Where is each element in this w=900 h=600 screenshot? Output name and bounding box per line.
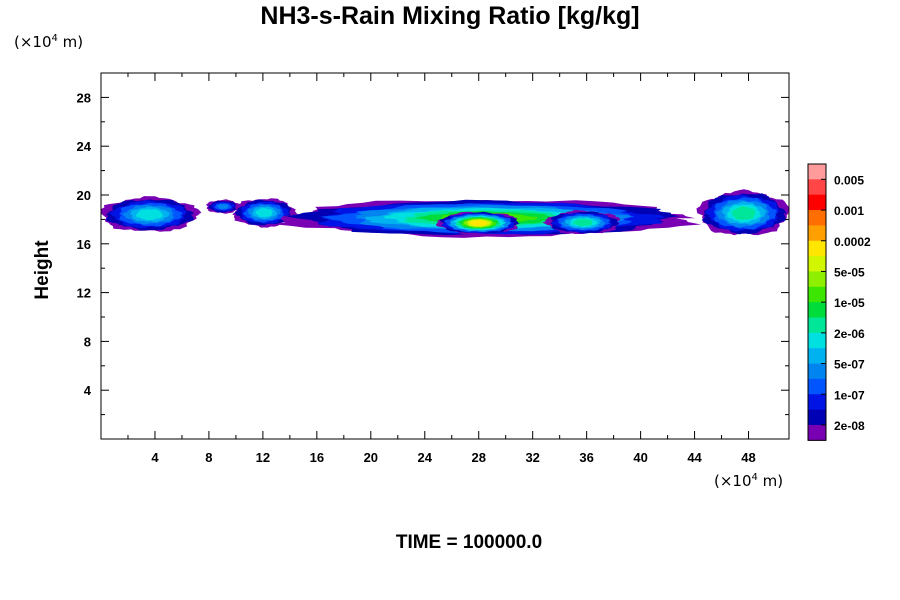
chart-title: NH3-s-Rain Mixing Ratio [kg/kg] <box>260 2 640 30</box>
colorbar-swatch <box>808 424 826 441</box>
colorbar-swatch <box>808 317 826 334</box>
x-tick-label: 36 <box>579 450 593 465</box>
field-contour <box>217 204 229 210</box>
colorbar-swatch <box>808 409 826 426</box>
x-tick-label: 24 <box>418 450 433 465</box>
colorbar-swatch <box>808 271 826 288</box>
x-tick-label: 44 <box>687 450 702 465</box>
colorbar-swatch <box>808 179 826 196</box>
colorbar-swatch <box>808 348 826 365</box>
field-contour <box>469 220 488 227</box>
colorbar-label: 2e-06 <box>834 327 865 341</box>
mixing-ratio-field <box>101 189 789 238</box>
x-tick-label: 12 <box>256 450 270 465</box>
colorbar-swatch <box>808 286 826 303</box>
colorbar-swatch <box>808 394 826 411</box>
x-tick-label: 16 <box>310 450 324 465</box>
colorbar-swatch <box>808 240 826 257</box>
y-tick-label: 16 <box>77 237 91 252</box>
colorbar-label: 0.0002 <box>834 235 871 249</box>
colorbar-swatch <box>808 378 826 395</box>
x-tick-label: 8 <box>205 450 212 465</box>
colorbar: 0.005 0.001 0.0002 5e-05 1e-05 2e-06 5e-07 1e-0… <box>807 163 871 441</box>
colorbar-swatch <box>808 210 826 226</box>
time-label: TIME = <box>395 532 463 553</box>
y-tick-label: 28 <box>77 90 91 105</box>
time-readout: TIME = 100000.0 <box>0 532 900 554</box>
y-tick-label: 24 <box>77 139 92 154</box>
colorbar-swatch <box>808 302 826 318</box>
plot-frame <box>100 72 790 440</box>
colorbar-label: 5e-07 <box>834 358 865 372</box>
y-axis: 4 8 12 16 20 24 28 <box>77 90 789 416</box>
y-axis-unit: (×104 m) <box>14 33 84 51</box>
x-tick-label: 48 <box>741 450 755 465</box>
colorbar-label: 0.005 <box>834 173 864 187</box>
x-tick-label: 20 <box>364 450 378 465</box>
colorbar-swatch <box>808 363 826 380</box>
colorbar-swatch <box>808 256 826 272</box>
x-tick-label: 4 <box>151 450 159 465</box>
colorbar-label: 2e-08 <box>834 419 865 433</box>
y-tick-label: 8 <box>84 334 91 349</box>
x-axis-unit: (×104 m) <box>714 472 784 490</box>
colorbar-swatch <box>808 332 826 349</box>
x-tick-label: 28 <box>471 450 485 465</box>
colorbar-label: 1e-07 <box>834 388 865 402</box>
colorbar-swatch <box>808 225 826 242</box>
y-tick-label: 12 <box>77 286 91 301</box>
time-value: 100000.0 <box>462 532 543 553</box>
colorbar-label: 5e-05 <box>834 265 865 279</box>
colorbar-swatch <box>808 164 826 180</box>
y-tick-label: 20 <box>77 188 91 203</box>
field-contour <box>136 209 164 221</box>
field-contour <box>573 218 593 227</box>
x-axis: 4 8 12 16 20 24 28 32 36 40 44 48 <box>127 73 756 465</box>
x-tick-label: 40 <box>633 450 647 465</box>
field-contour <box>731 206 756 220</box>
colorbar-label: 1e-05 <box>834 296 865 310</box>
field-contour <box>255 207 273 218</box>
x-tick-label: 32 <box>525 450 539 465</box>
colorbar-label: 0.001 <box>834 204 864 218</box>
y-tick-label: 4 <box>84 383 92 398</box>
colorbar-swatch <box>808 194 826 211</box>
